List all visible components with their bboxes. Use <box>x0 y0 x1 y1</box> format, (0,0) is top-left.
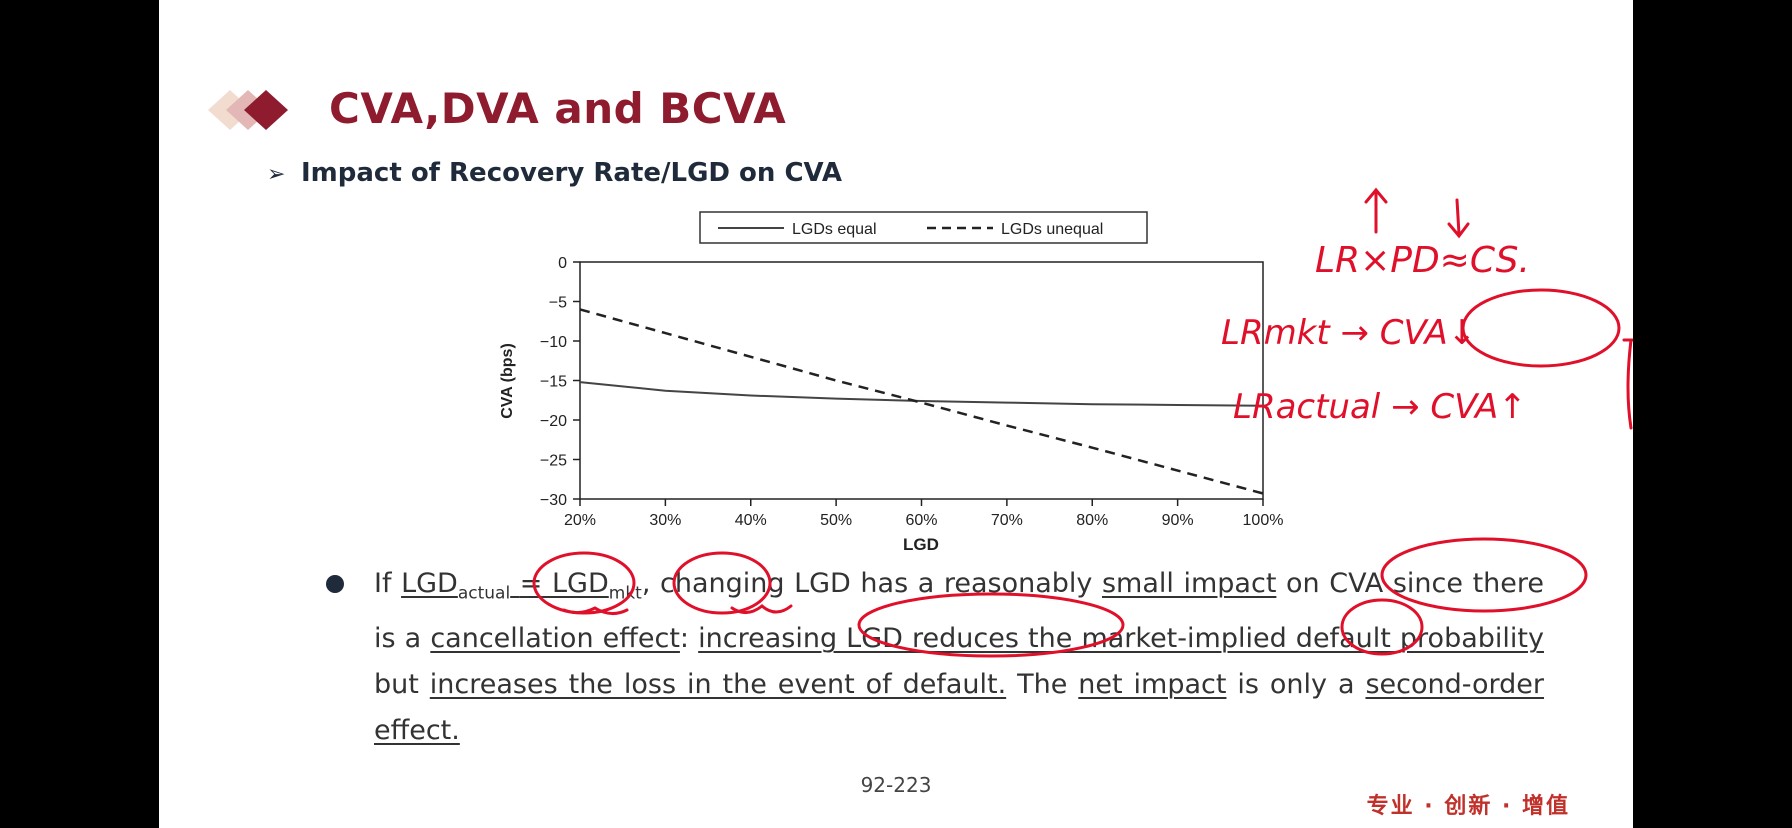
y-axis-title: CVA (bps) <box>499 343 516 419</box>
x-axis: 20% 30% 40% 50% 60% 70% 80% 90% 100% <box>564 499 1283 529</box>
arrow-bullet-icon: ➢ <box>267 162 286 187</box>
y-axis: 0 −5 −10 −15 −20 −25 −30 <box>540 255 580 509</box>
page-number: 92-223 <box>860 773 932 797</box>
x-tick-label: 50% <box>820 512 852 529</box>
x-tick-label: 40% <box>735 512 767 529</box>
x-tick-label: 100% <box>1243 512 1284 529</box>
slogan: 专业 · 创新 · 增值 <box>1366 794 1570 819</box>
title-diamond-icon <box>208 90 288 130</box>
chart-legend: LGDs equal LGDs unequal <box>699 211 1148 244</box>
x-axis-title: LGD <box>903 535 939 554</box>
legend-label-equal: LGDs equal <box>792 221 877 238</box>
plot-frame <box>579 261 1264 500</box>
y-tick-label: −25 <box>540 453 567 470</box>
y-tick-label: −30 <box>540 492 567 509</box>
y-tick-label: −5 <box>549 295 567 312</box>
slide-title: CVA,DVA and BCVA <box>329 84 787 133</box>
slide: CVA,DVA and BCVA ➢ Impact of Recovery Rat… <box>159 0 1633 828</box>
bullet-text: If LGDactual = LGDmkt, changing LGD has … <box>374 568 1545 747</box>
chart-series <box>579 308 1264 495</box>
subtitle-text: Impact of Recovery Rate/LGD on CVA <box>301 158 843 188</box>
x-tick-label: 60% <box>905 512 937 529</box>
slide-subtitle: ➢ Impact of Recovery Rate/LGD on CVA <box>267 158 842 188</box>
y-tick-label: 0 <box>558 255 567 272</box>
x-tick-label: 20% <box>564 512 596 529</box>
x-tick-label: 30% <box>649 512 681 529</box>
series-line-lgds-equal <box>579 381 1264 407</box>
cva-lgd-chart: LGDs equal LGDs unequal 0 −5 −10 −15 −20 −25 −… <box>499 211 1283 554</box>
y-tick-label: −20 <box>540 413 567 430</box>
bullet-dot-icon <box>326 575 344 593</box>
x-tick-label: 90% <box>1162 512 1194 529</box>
legend-label-unequal: LGDs unequal <box>1001 221 1103 238</box>
x-tick-label: 80% <box>1076 512 1108 529</box>
y-tick-label: −15 <box>540 374 567 391</box>
x-tick-label: 70% <box>991 512 1023 529</box>
y-tick-label: −10 <box>540 334 567 351</box>
